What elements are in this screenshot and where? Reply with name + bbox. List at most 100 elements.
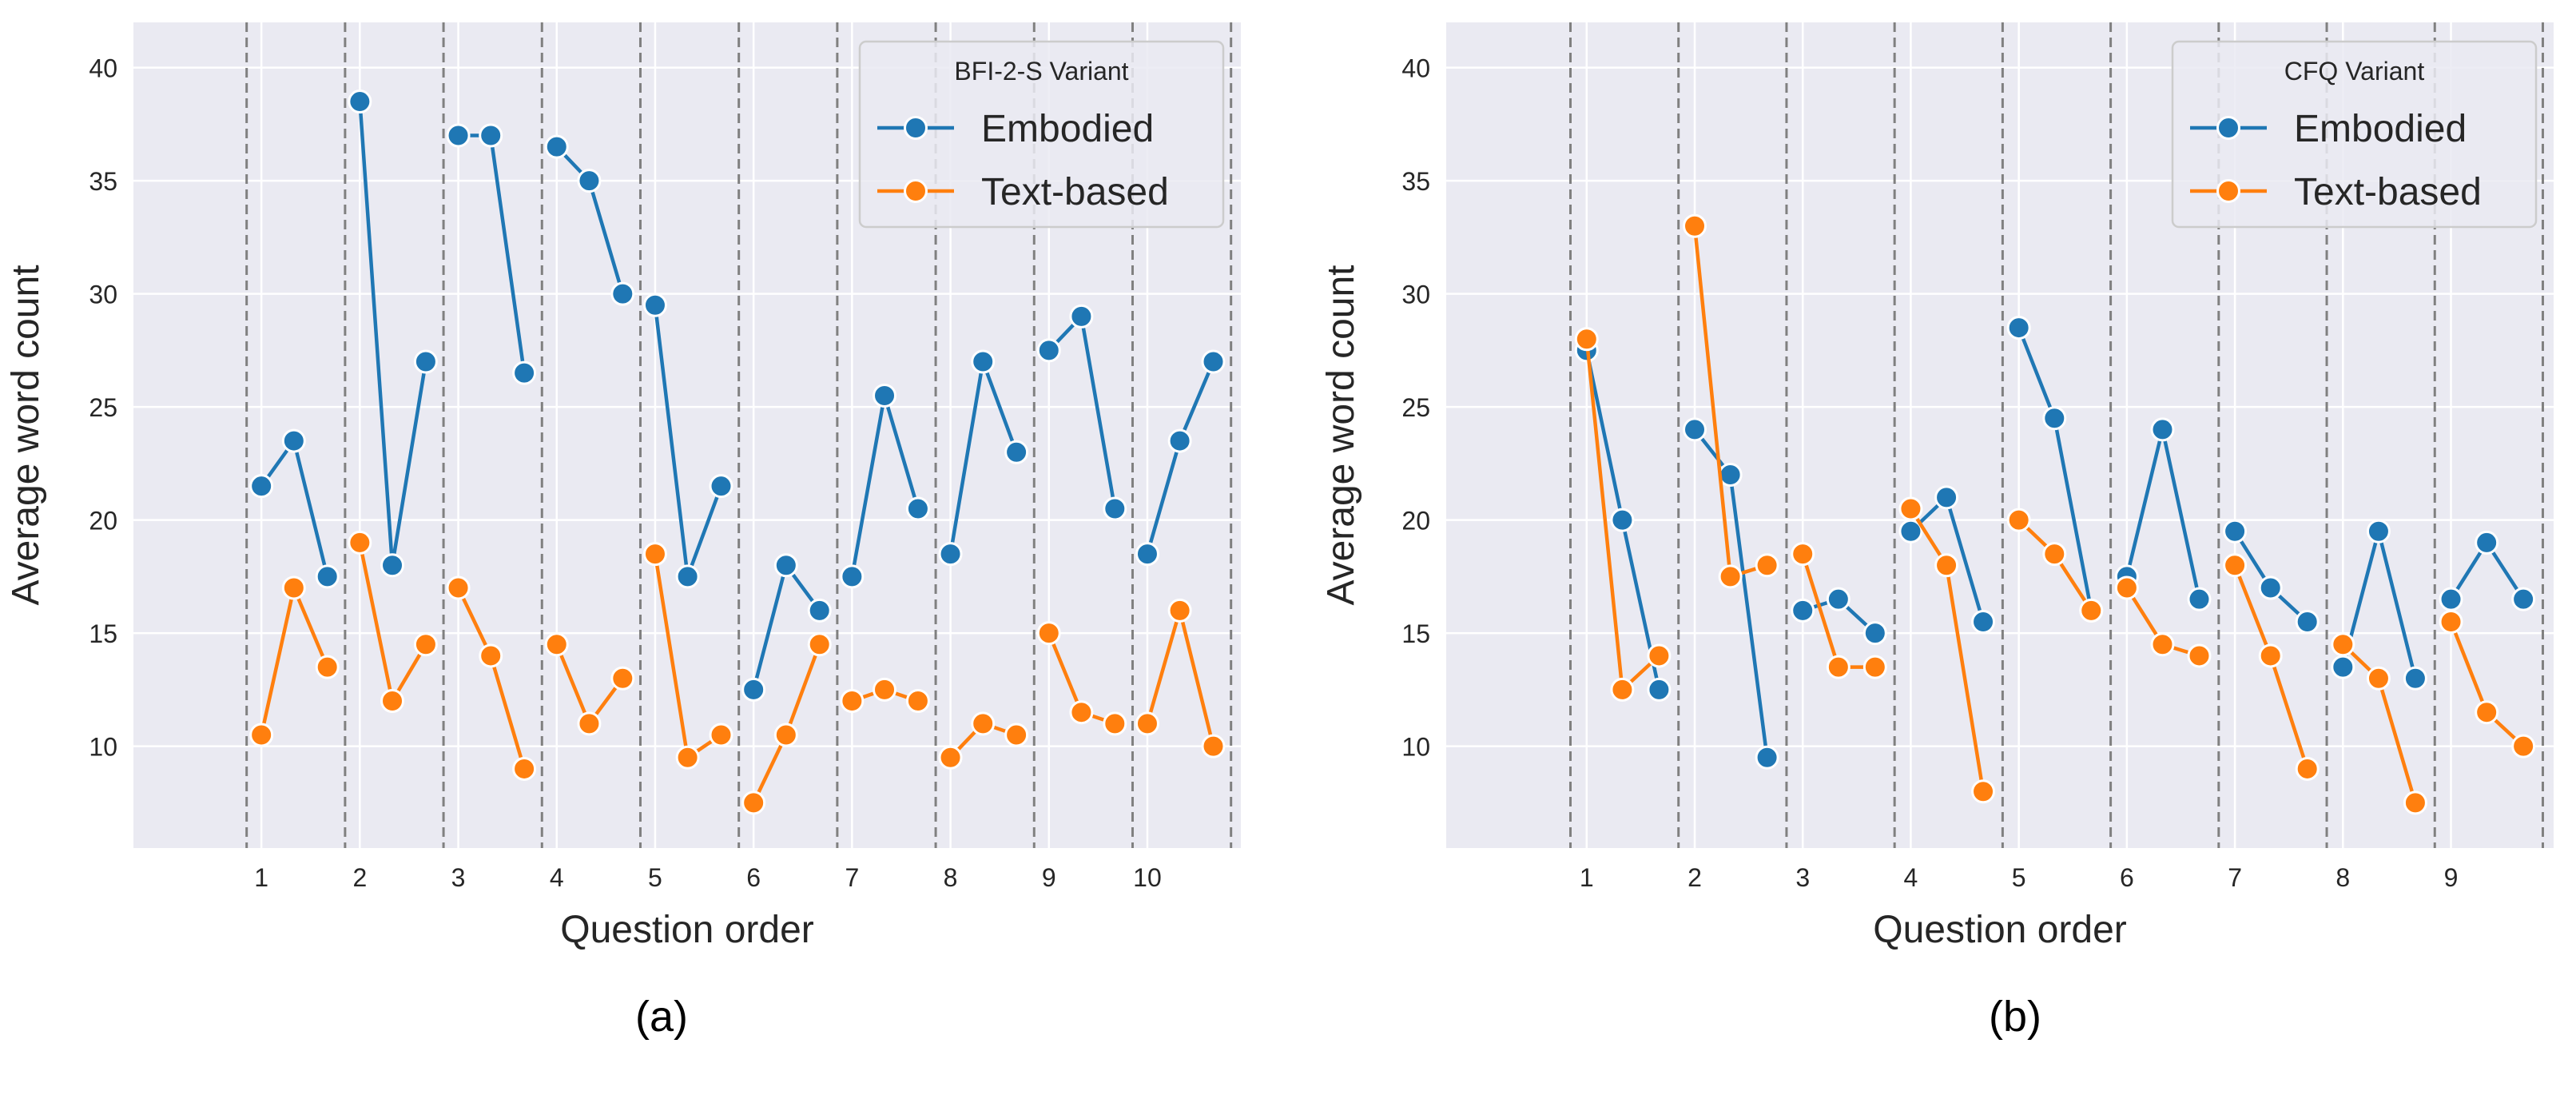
data-point: [1791, 542, 1815, 567]
data-point: [1971, 779, 1996, 804]
data-point: [905, 496, 930, 521]
series-embodied: [1574, 316, 2536, 770]
data-point: [675, 564, 700, 589]
panel-label: (a): [635, 993, 688, 1041]
data-point: [2258, 575, 2283, 600]
data-point: [873, 677, 897, 702]
data-point: [1135, 542, 1159, 567]
legend-marker: [2216, 116, 2240, 140]
legend-title: CFQ Variant: [2284, 57, 2425, 86]
data-point: [1826, 587, 1851, 611]
data-point: [577, 169, 602, 193]
data-point: [1791, 598, 1815, 623]
y-tick-label: 25: [89, 393, 117, 422]
series-text-based: [1574, 213, 2536, 815]
data-point: [675, 745, 700, 770]
legend-box: [2171, 40, 2538, 229]
x-tick-label: 7: [2228, 863, 2242, 892]
data-point: [479, 643, 503, 668]
data-point: [2403, 666, 2427, 691]
y-tick-label: 20: [1401, 507, 1430, 536]
data-point: [709, 723, 733, 747]
panel-a: 10 15 20 25 30 35 40 1 2 3 4 5 6 7 8 9 10 Question order A…: [5, 22, 1241, 1041]
x-tick-label: 9: [1042, 863, 1056, 892]
data-point: [2439, 609, 2463, 634]
series-text-based: [249, 530, 1226, 815]
data-point: [2295, 756, 2320, 781]
data-point: [1135, 711, 1159, 736]
data-point: [512, 360, 537, 385]
data-point: [1718, 463, 1743, 488]
data-point: [873, 383, 897, 408]
y-tick-label: 25: [1401, 393, 1430, 422]
panel-label: (b): [1989, 993, 2041, 1041]
data-point: [1647, 643, 1672, 668]
y-tick-label: 15: [1401, 619, 1430, 648]
y-tick-label: 40: [1401, 54, 1430, 83]
x-axis-label: Question order: [560, 909, 814, 951]
data-point: [1971, 609, 1996, 634]
data-point: [741, 790, 766, 815]
data-point: [2511, 587, 2536, 611]
data-point: [544, 632, 569, 657]
data-point: [2006, 316, 2031, 340]
data-point: [2331, 655, 2355, 679]
data-point: [1826, 655, 1851, 679]
data-point: [773, 723, 798, 747]
data-point: [807, 632, 832, 657]
data-point: [2223, 519, 2248, 544]
x-tick-label: 2: [1688, 863, 1702, 892]
data-point: [2223, 553, 2248, 578]
x-tick-label: 4: [550, 863, 564, 892]
data-point: [2187, 587, 2212, 611]
legend-box: [858, 40, 1225, 229]
data-point: [1574, 327, 1599, 352]
data-point: [1683, 417, 1707, 442]
y-axis-label: Average word count: [1320, 265, 1362, 605]
data-point: [2079, 598, 2104, 623]
data-point: [348, 530, 372, 555]
data-point: [1647, 677, 1672, 702]
data-point: [1103, 711, 1127, 736]
data-point: [1610, 508, 1635, 532]
y-tick-label: 10: [1401, 733, 1430, 762]
data-point: [2439, 587, 2463, 611]
legend-title: BFI-2-S Variant: [954, 57, 1128, 86]
x-tick-label: 3: [451, 863, 466, 892]
y-tick-label: 30: [89, 281, 117, 309]
data-point: [971, 711, 996, 736]
data-point: [2006, 508, 2031, 532]
data-point: [512, 756, 537, 781]
data-point: [1167, 598, 1192, 623]
data-point: [249, 474, 274, 499]
x-tick-label: 10: [1133, 863, 1162, 892]
data-point: [773, 553, 798, 578]
y-tick-label: 20: [89, 507, 117, 536]
data-point: [1862, 655, 1887, 679]
data-point: [413, 632, 438, 657]
data-point: [1069, 304, 1094, 328]
data-point: [741, 677, 766, 702]
legend-label: Embodied: [2294, 108, 2467, 150]
data-point: [2150, 632, 2175, 657]
data-point: [1898, 496, 1923, 521]
x-tick-label: 5: [2012, 863, 2026, 892]
data-point: [249, 723, 274, 747]
x-tick-label: 6: [2120, 863, 2134, 892]
panel-b: 10 15 20 25 30 35 40 1 2 3 4 5 6 7 8 9 Question order Ave…: [1320, 22, 2554, 1041]
data-point: [413, 349, 438, 374]
data-point: [1755, 745, 1779, 770]
data-point: [2258, 643, 2283, 668]
data-point: [1201, 349, 1226, 374]
data-point: [2295, 609, 2320, 634]
x-tick-label: 6: [746, 863, 761, 892]
x-tick-label: 8: [944, 863, 958, 892]
legend-marker: [904, 116, 928, 140]
data-point: [2475, 700, 2499, 725]
x-tick-label: 3: [1795, 863, 1810, 892]
data-point: [2475, 530, 2499, 555]
data-point: [315, 564, 340, 589]
x-tick-label: 1: [254, 863, 268, 892]
data-point: [642, 542, 667, 567]
